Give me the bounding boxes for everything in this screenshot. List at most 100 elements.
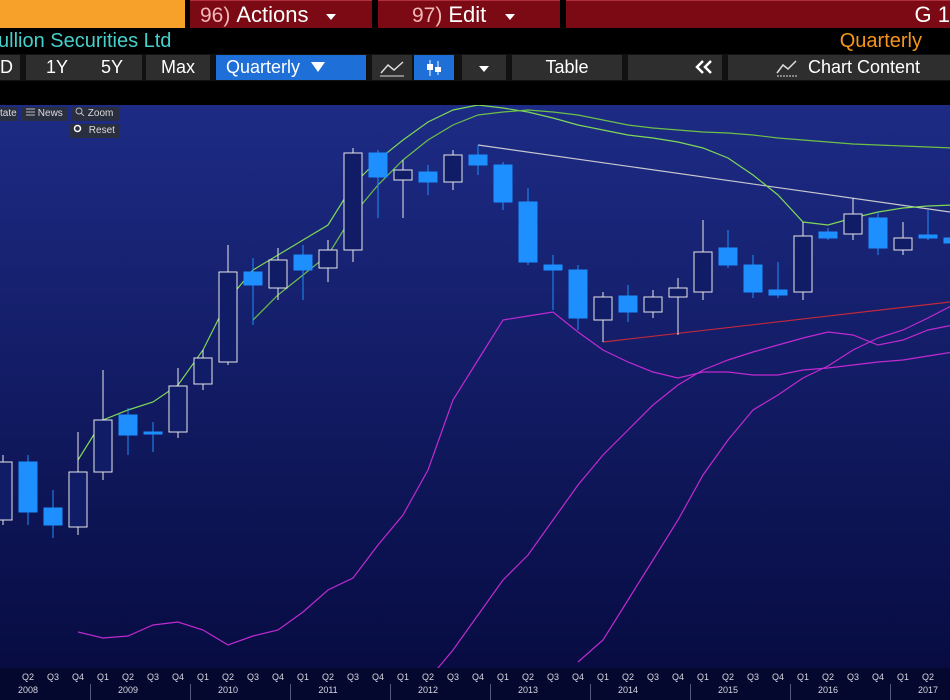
candle-body (318, 249, 338, 269)
chart-content-button[interactable]: Chart Content (728, 55, 950, 80)
reset-icon (73, 124, 82, 133)
dropdown-button[interactable] (462, 55, 506, 80)
x-tick-label: Q1 (97, 672, 109, 682)
button-label: Chart Content (808, 57, 921, 77)
button-label: Quarterly (226, 57, 301, 77)
x-tick-label: Q1 (397, 672, 409, 682)
candle-body (43, 507, 63, 526)
trendline (602, 301, 950, 343)
security-name: ullion Securities Ltd (0, 30, 172, 52)
x-tick-label: Q2 (922, 672, 934, 682)
menu-right[interactable]: G 1 (566, 0, 950, 28)
candle-body (393, 169, 413, 181)
x-tick-label: Q3 (247, 672, 259, 682)
candle-body (643, 296, 663, 313)
tool-label: Reset (88, 125, 115, 136)
candle-body (668, 287, 688, 298)
dropdown-arrow (505, 14, 516, 20)
candle-body (143, 431, 163, 435)
candle-body (268, 259, 288, 289)
table-button[interactable]: Table (512, 55, 622, 80)
frequency-label: Quarterly (839, 30, 922, 52)
year-label: 2012 (418, 685, 438, 695)
x-tick-label: Q3 (647, 672, 659, 682)
x-tick-label: Q4 (172, 672, 184, 682)
candle-body (943, 237, 950, 244)
dropdown-arrow (311, 62, 326, 72)
year-label: 2013 (518, 685, 538, 695)
line-chart-button[interactable] (372, 55, 412, 80)
x-tick-label: Q2 (622, 672, 634, 682)
trendline (477, 144, 950, 213)
candle-body (518, 201, 538, 263)
indicator-line (77, 311, 950, 646)
range-button[interactable]: Max (146, 55, 210, 80)
candle-body (443, 154, 463, 183)
menu-number: 96) (200, 4, 231, 27)
x-tick-label: Q2 (122, 672, 134, 682)
chart-content-icon (776, 60, 797, 77)
candle-body (618, 295, 638, 313)
candle-body (543, 264, 563, 271)
candle-body (68, 471, 88, 528)
tool-button[interactable]: News (22, 107, 68, 121)
range-button[interactable]: 1Y (26, 55, 88, 80)
x-tick-label: Q2 (222, 672, 234, 682)
menu-tab[interactable] (0, 0, 185, 28)
candle-body (593, 296, 613, 321)
zoom-icon (75, 107, 85, 117)
year-label: 2015 (718, 685, 738, 695)
range-button[interactable]: D (0, 55, 20, 80)
tool-button[interactable]: Reset (69, 124, 119, 138)
x-tick-label: Q3 (347, 672, 359, 682)
candle-body (118, 414, 138, 436)
x-tick-label: Q3 (47, 672, 59, 682)
x-tick-label: Q3 (547, 672, 559, 682)
actions-menu[interactable]: 96) Actions (190, 0, 372, 28)
range-button[interactable]: 5Y (82, 55, 142, 80)
candle-chart-button[interactable] (414, 55, 454, 80)
candle-body (418, 171, 438, 183)
x-tick-label: Q2 (322, 672, 334, 682)
plot-area (0, 105, 950, 668)
candle-body (293, 254, 313, 271)
candle-body (218, 271, 238, 363)
menu-label: G 1 (914, 2, 950, 27)
edit-menu[interactable]: 97) Edit (378, 0, 560, 28)
x-tick-label: Q2 (522, 672, 534, 682)
candle-body (768, 289, 788, 296)
candle-body (818, 231, 838, 239)
candle-icon (427, 60, 441, 76)
news-icon (26, 108, 35, 116)
x-tick-label: Q4 (872, 672, 884, 682)
indicator-line (77, 105, 950, 461)
year-label: 2009 (118, 685, 138, 695)
tool-button[interactable]: Zoom (71, 107, 119, 121)
indicator-line (577, 305, 950, 663)
candle-body (93, 419, 113, 473)
x-tick-label: Q1 (197, 672, 209, 682)
candle-body (868, 217, 888, 249)
candle-body (843, 213, 863, 235)
candle-body (568, 269, 588, 319)
x-tick-label: Q2 (822, 672, 834, 682)
collapse-button[interactable] (628, 55, 722, 80)
x-axis: Q2 Q3 Q4 Q1 Q2 Q3 Q4 Q1 Q2 Q3 Q4 Q1 Q2 Q3 Q4 Q1 Q2 Q3 Q4 Q1… (18, 672, 938, 700)
indicator-line (252, 109, 950, 321)
tool-button[interactable]: tate (0, 107, 18, 121)
x-tick-label: Q4 (272, 672, 284, 682)
dropdown-arrow (479, 66, 489, 72)
menu-label: Edit (448, 2, 487, 27)
dropdown-arrow (325, 14, 336, 20)
candle-body (468, 154, 488, 166)
x-tick-label: Q4 (572, 672, 584, 682)
candle-body (743, 264, 763, 293)
candle-body (918, 234, 938, 239)
frequency-button[interactable]: Quarterly (216, 55, 366, 80)
x-tick-label: Q4 (772, 672, 784, 682)
x-tick-label: Q1 (697, 672, 709, 682)
x-tick-label: Q4 (372, 672, 384, 682)
x-tick-label: Q1 (597, 672, 609, 682)
collapse-icon (695, 60, 712, 74)
